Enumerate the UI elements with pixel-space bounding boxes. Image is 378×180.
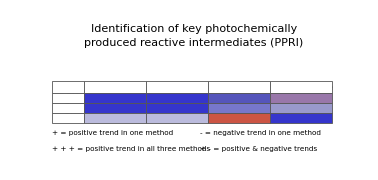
Text: +: + — [112, 113, 119, 122]
Bar — [84, 93, 146, 103]
Bar — [52, 93, 84, 103]
Text: ++: ++ — [232, 103, 246, 112]
Bar — [270, 93, 332, 103]
Bar — [52, 113, 84, 123]
Bar — [208, 113, 270, 123]
Bar — [146, 81, 208, 93]
Text: +: + — [174, 113, 180, 122]
Bar — [208, 81, 270, 93]
Text: Atorvastatin: Atorvastatin — [85, 82, 145, 91]
Text: Benzotriazole: Benzotriazole — [268, 82, 333, 91]
Bar — [52, 103, 84, 113]
Text: + -: + - — [294, 93, 307, 102]
Bar — [208, 103, 270, 113]
Bar — [84, 81, 146, 93]
Text: + + +: + + + — [164, 103, 190, 112]
Text: + + +: + + + — [226, 93, 252, 102]
Text: + + +: + + + — [288, 113, 314, 122]
Bar — [146, 113, 208, 123]
Bar — [146, 93, 208, 103]
Text: + + +: + + + — [164, 93, 190, 102]
Text: + = positive trend in one method: + = positive trend in one method — [52, 130, 173, 136]
Bar — [270, 103, 332, 113]
Text: + + +: + + + — [102, 103, 128, 112]
Text: •OH: •OH — [59, 113, 77, 122]
Bar — [270, 81, 332, 93]
Bar — [84, 103, 146, 113]
Text: - = negative trend in one method: - = negative trend in one method — [200, 130, 321, 136]
Text: Identification of key photochemically
produced reactive intermediates (PPRI): Identification of key photochemically pr… — [84, 24, 304, 48]
Text: ³DOM: ³DOM — [57, 93, 79, 102]
Text: -: - — [237, 113, 240, 122]
Text: Carbamazepine: Carbamazepine — [140, 82, 214, 91]
Text: ¹O₂: ¹O₂ — [62, 103, 74, 112]
Bar — [146, 103, 208, 113]
Text: + + + = positive trend in all three methods: + + + = positive trend in all three meth… — [52, 146, 210, 152]
Bar — [84, 113, 146, 123]
Text: + - = positive & negative trends: + - = positive & negative trends — [200, 146, 317, 152]
Bar — [270, 113, 332, 123]
Bar — [208, 93, 270, 103]
Text: + + +: + + + — [102, 93, 128, 102]
Text: Sulfadiazine: Sulfadiazine — [209, 82, 268, 91]
Text: ++: ++ — [294, 103, 308, 112]
Bar — [52, 81, 84, 93]
